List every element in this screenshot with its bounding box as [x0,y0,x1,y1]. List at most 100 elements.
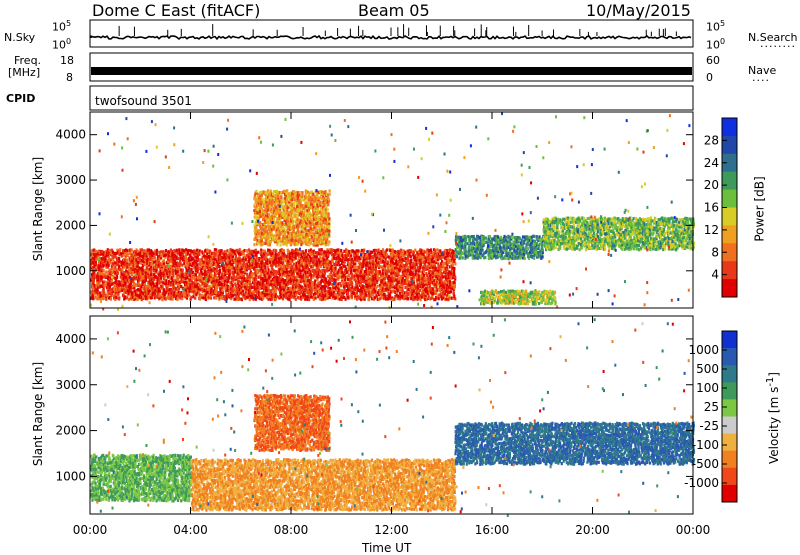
echo-cell [125,269,127,272]
echo-cell [127,260,129,263]
echo-cell [195,288,197,291]
echo-cell [449,248,451,251]
echo-cell [206,252,208,255]
echo-cell [221,289,223,292]
echo-cell [118,257,120,260]
echo-cell [287,259,289,262]
echo-cell [102,261,104,264]
echo-cell [114,266,116,269]
echo-cell [414,285,416,288]
echo-cell [101,250,103,253]
echo-cell [132,271,134,274]
echo-cell [413,269,415,272]
echo-cell [138,266,140,269]
echo-cell [111,271,113,274]
echo-cell [279,291,281,294]
echo-cell [271,298,273,301]
echo-cell [168,288,170,291]
echo-cell [321,298,323,301]
echo-cell [423,274,425,277]
echo-cell [276,295,278,298]
echo-cell [221,279,223,282]
echo-cell [312,258,314,261]
echo-cell [163,259,165,262]
echo-cell [152,287,154,290]
echo-cell [303,290,305,293]
echo-cell [490,245,492,248]
echo-cell [428,249,430,252]
echo-cell [117,293,119,296]
echo-cell [234,282,236,285]
echo-cell [407,258,409,261]
echo-cell [392,289,394,292]
echo-cell [430,248,432,251]
echo-cell [105,298,107,301]
echo-cell [440,268,442,271]
echo-cell [386,248,388,251]
echo-cell [335,266,337,269]
echo-cell [122,250,124,253]
echo-cell [465,255,467,258]
echo-cell [266,258,268,261]
echo-cell [97,294,99,297]
echo-cell [215,248,217,251]
echo-cell [353,269,355,272]
echo-cell [355,249,357,252]
echo-cell [435,292,437,295]
echo-cell [505,257,507,260]
echo-cell [446,284,448,287]
echo-cell [233,287,235,290]
echo-cell [469,236,471,239]
echo-cell [433,260,435,263]
echo-cell [514,241,516,244]
echo-cell [279,273,281,276]
echo-cell [485,237,487,240]
echo-cell [116,274,118,277]
echo-cell [411,286,413,289]
echo-cell [434,249,436,252]
echo-cell [148,248,150,251]
echo-cell [322,285,324,288]
echo-cell [118,281,120,284]
echo-cell [384,293,386,296]
echo-region [90,248,457,301]
echo-cell [155,275,157,278]
echo-cell [377,285,379,288]
echo-cell [350,289,352,292]
echo-cell [453,281,455,284]
echo-cell [182,269,184,272]
echo-cell [365,293,367,296]
echo-cell [350,264,352,267]
echo-cell [381,283,383,286]
echo-cell [237,289,239,292]
echo-cell [404,251,406,254]
echo-cell [387,260,389,263]
echo-cell [141,252,143,255]
echo-cell [181,293,183,296]
echo-cell [370,259,372,262]
echo-cell [509,241,511,244]
echo-cell [221,256,223,259]
echo-cell [220,296,222,299]
echo-cell [273,269,275,272]
echo-cell [410,249,412,252]
echo-cell [453,260,455,263]
echo-cell [462,256,464,259]
nsky-strip-frame [90,20,693,47]
echo-cell [110,298,112,301]
echo-cell [158,251,160,254]
echo-cell [331,248,333,251]
echo-cell [287,262,289,265]
echo-cell [424,277,426,280]
echo-cell [318,268,320,271]
echo-cell [333,256,335,259]
echo-cell [181,297,183,300]
echo-cell [194,297,196,300]
echo-cell [198,253,200,256]
echo-cell [216,276,218,279]
echo-cell [141,248,143,251]
echo-cell [212,292,214,295]
echo-cell [465,235,467,238]
echo-cell [350,269,352,272]
echo-cell [280,256,282,259]
